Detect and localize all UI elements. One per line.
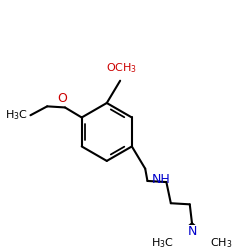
Text: H$_3$C: H$_3$C	[151, 236, 174, 250]
Text: N: N	[187, 226, 197, 238]
Text: NH: NH	[152, 173, 170, 186]
Text: O: O	[58, 92, 67, 105]
Text: CH$_3$: CH$_3$	[210, 236, 232, 250]
Text: OCH$_3$: OCH$_3$	[106, 61, 137, 75]
Text: H$_3$C: H$_3$C	[5, 108, 28, 122]
